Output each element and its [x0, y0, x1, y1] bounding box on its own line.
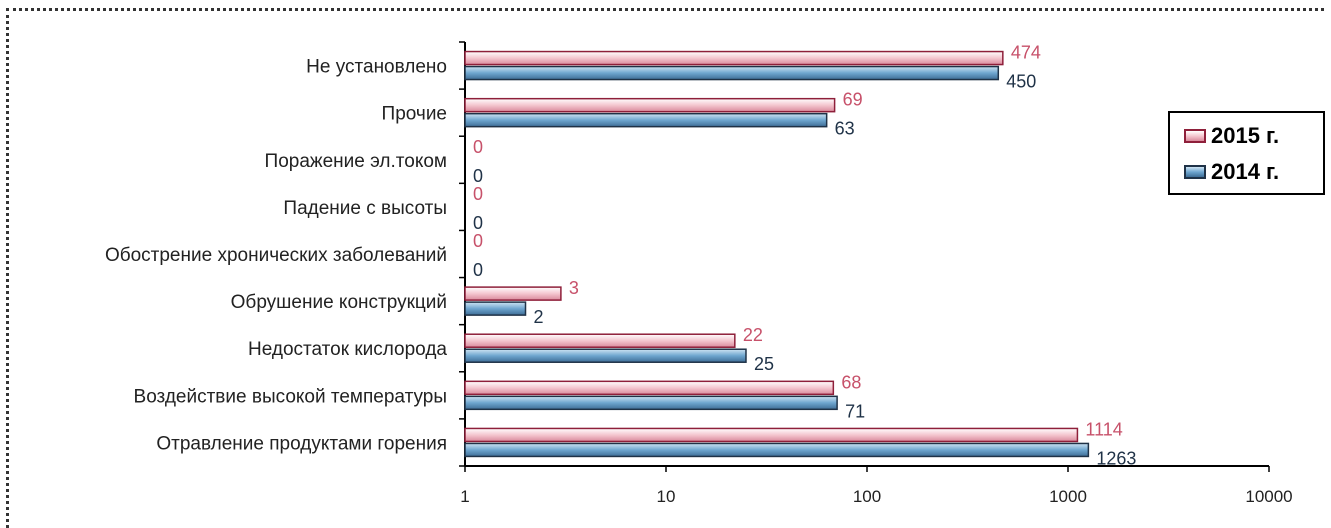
axes [459, 41, 1270, 472]
bar-2014 [464, 442, 1090, 458]
bar-2015 [464, 286, 562, 301]
legend-label-2014: 2014 г. [1211, 159, 1280, 184]
x-tick-label: 10 [657, 487, 676, 506]
data-label-2014: 63 [835, 119, 855, 139]
data-label-2014: 2 [534, 307, 544, 327]
data-label-2015: 1114 [1085, 419, 1122, 439]
data-label-2015: 68 [841, 372, 861, 392]
bar-2015 [464, 427, 1079, 443]
category-label: Падение с высоты [283, 198, 447, 219]
data-label-2015: 0 [473, 231, 483, 251]
data-label-2014: 0 [473, 213, 483, 233]
legend-item-2015: 2015 г. [1184, 123, 1279, 149]
bar-2014 [464, 301, 527, 316]
category-label: Прочие [382, 104, 447, 125]
legend: 2015 г. 2014 г. [1168, 111, 1325, 195]
bar-chart: 1 10 100 1000 10000 Не установлено 474 450 Прочи… [105, 41, 1293, 506]
data-label-2015: 0 [473, 184, 483, 204]
bar-2015 [464, 380, 835, 396]
data-label-2014: 1263 [1096, 448, 1136, 468]
category-label: Воздействие высокой температуры [134, 386, 447, 407]
bar-2014 [464, 65, 1000, 81]
data-label-2015: 3 [569, 278, 579, 298]
category-label: Не установлено [306, 57, 447, 78]
bars [464, 50, 1090, 458]
data-label-2014: 450 [1006, 72, 1036, 92]
bar-2014 [464, 112, 828, 128]
bar-2015 [464, 97, 836, 113]
data-label-2015: 22 [743, 325, 763, 345]
data-label-2014: 71 [845, 401, 865, 421]
category-label: Отравление продуктами горения [156, 433, 447, 454]
data-label-2015: 69 [843, 90, 863, 110]
labels: 1 10 100 1000 10000 Не установлено 474 450 Прочи… [105, 43, 1293, 506]
chart-frame [6, 8, 1324, 528]
data-label-2015: 474 [1011, 43, 1041, 63]
data-label-2015: 0 [473, 137, 483, 157]
category-label: Недостаток кислорода [248, 339, 447, 360]
bar-2015 [464, 333, 736, 348]
bar-2014 [464, 395, 838, 411]
legend-label-2015: 2015 г. [1211, 123, 1280, 148]
x-tick-label: 1000 [1049, 487, 1087, 506]
data-label-2014: 0 [473, 260, 483, 280]
category-label: Обострение хронических заболеваний [105, 245, 447, 266]
x-tick-label: 1 [460, 487, 469, 506]
legend-item-2014: 2014 г. [1184, 159, 1279, 185]
bar-2014 [464, 348, 747, 363]
data-label-2014: 25 [754, 354, 774, 374]
legend-swatch-2015 [1184, 129, 1206, 143]
x-tick-label: 10000 [1245, 487, 1292, 506]
category-label: Поражение эл.током [265, 151, 447, 172]
category-label: Обрушение конструкций [231, 292, 447, 313]
data-label-2014: 0 [473, 166, 483, 186]
bar-2015 [464, 50, 1004, 66]
legend-swatch-2014 [1184, 165, 1206, 179]
x-tick-label: 100 [853, 487, 881, 506]
